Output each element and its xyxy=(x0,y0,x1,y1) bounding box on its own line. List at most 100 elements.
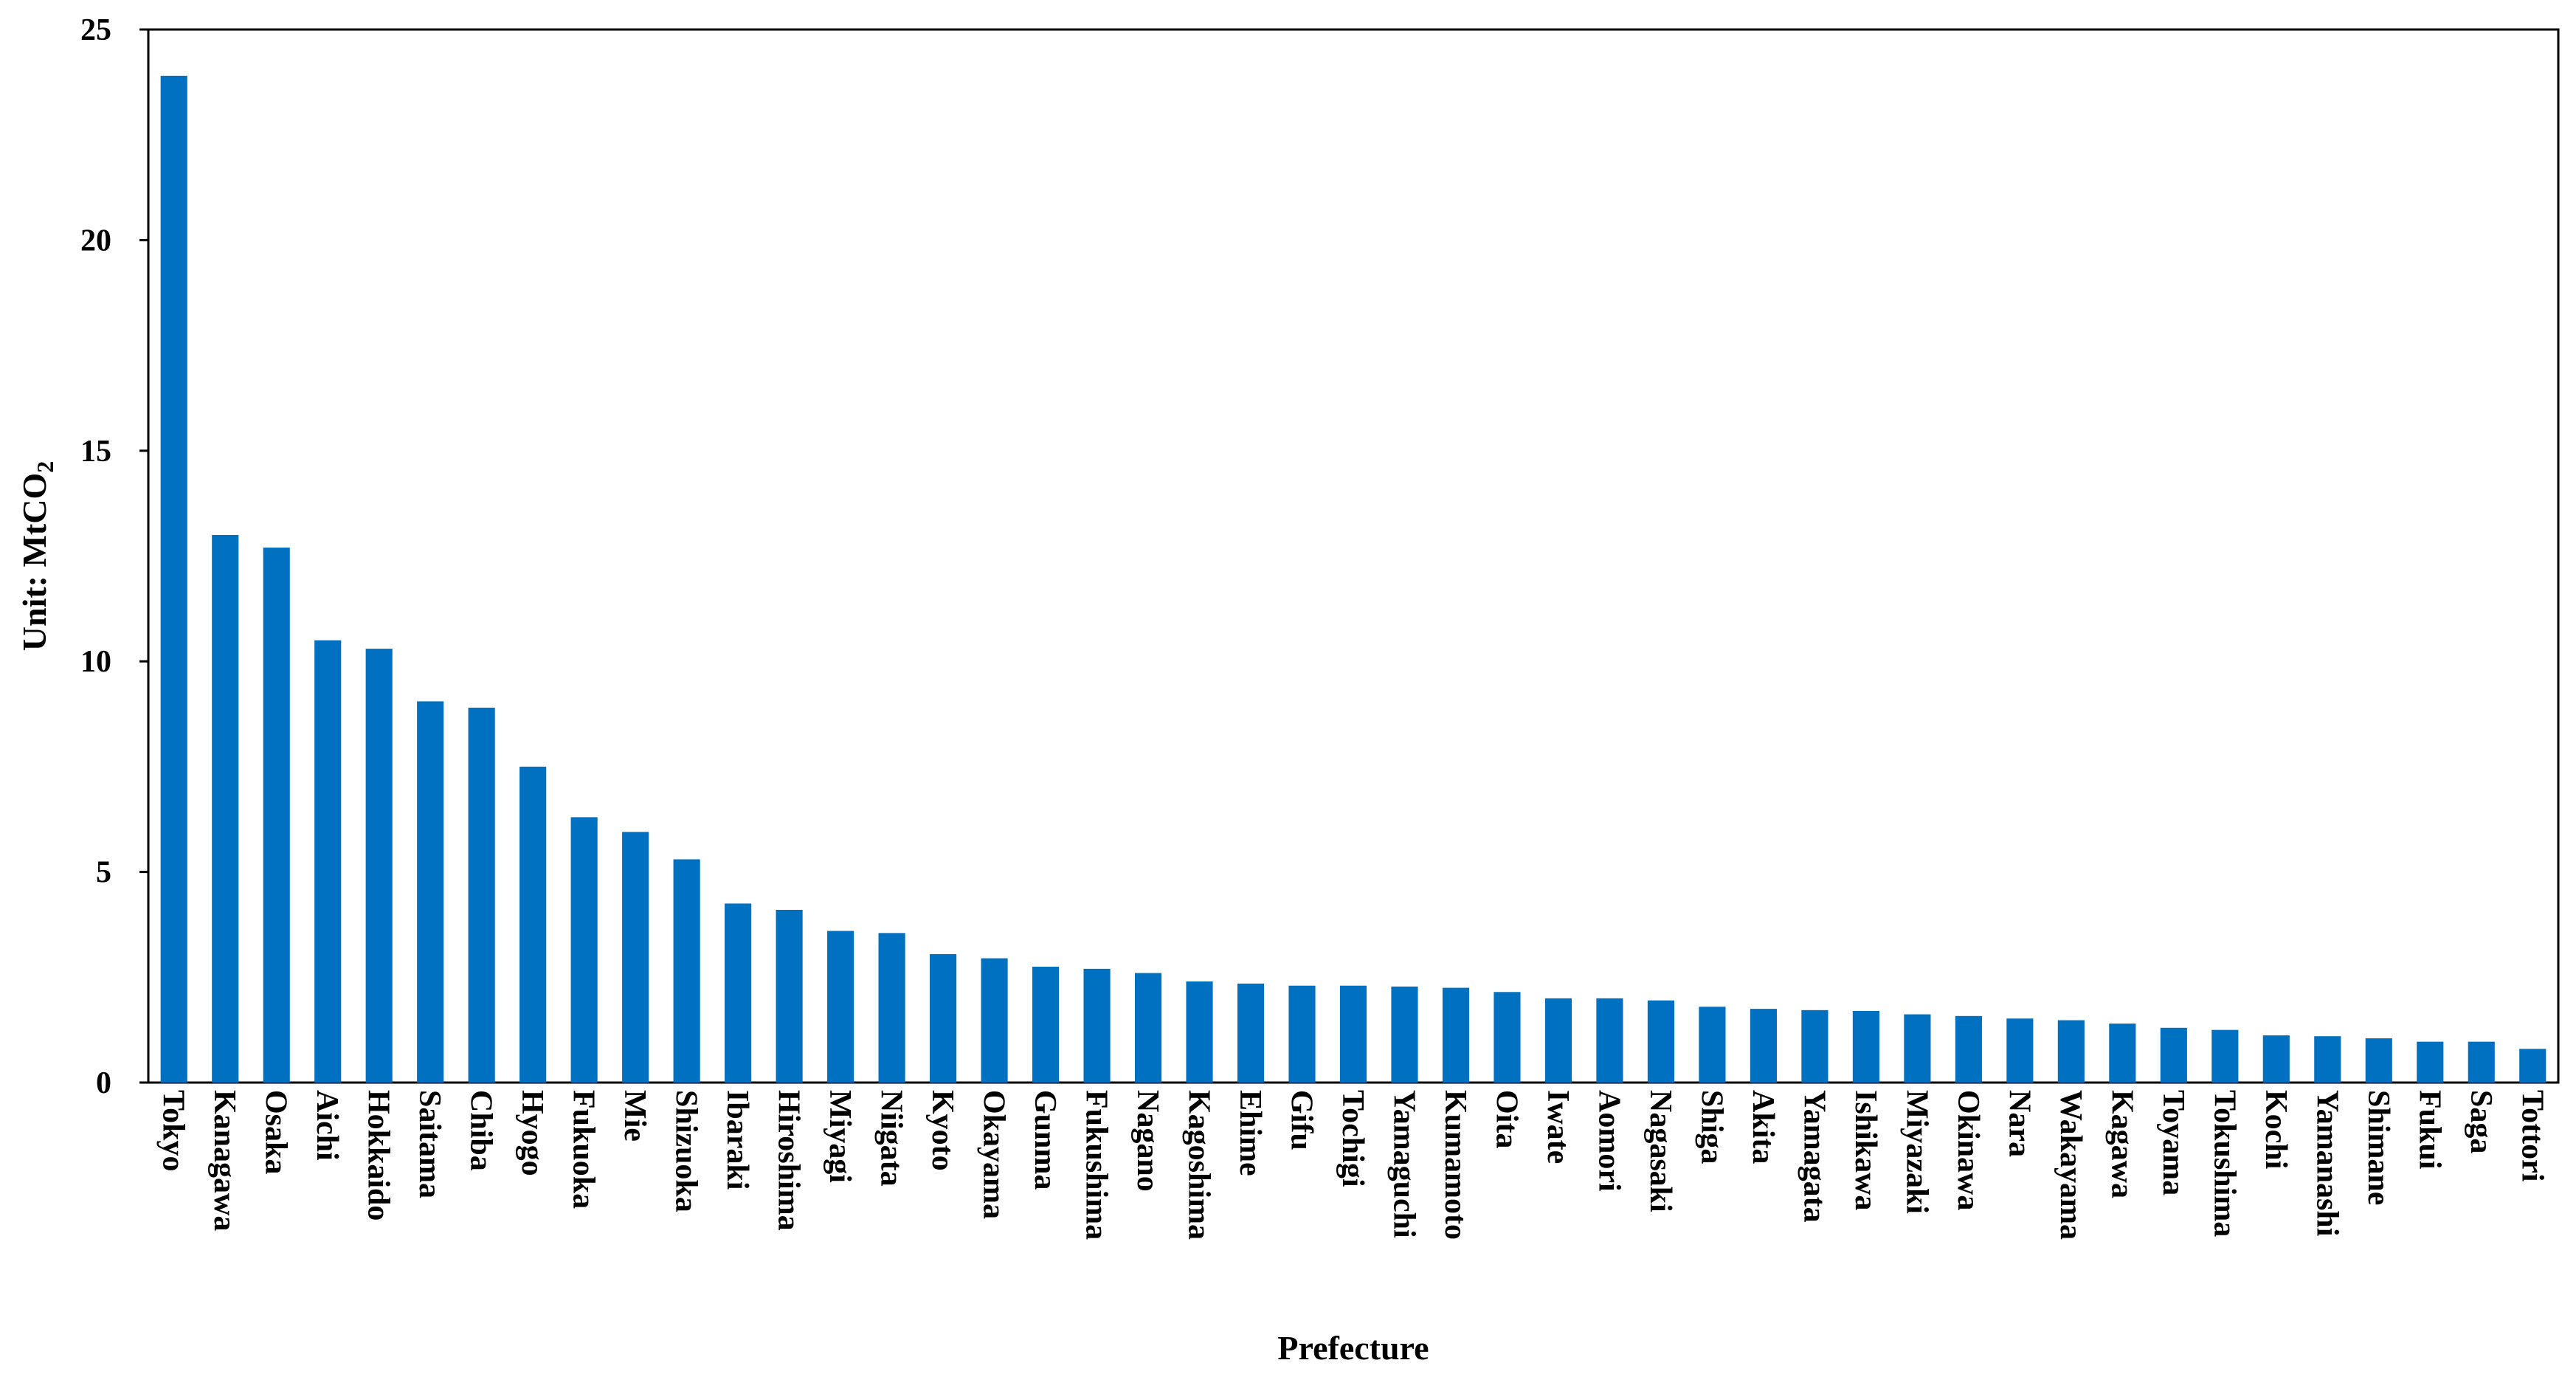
x-tick-label-ibaraki: Ibaraki xyxy=(720,1090,754,1190)
bar-saitama xyxy=(417,701,444,1083)
bar-fukui xyxy=(2417,1041,2444,1083)
x-tick-label-miyazaki: Miyazaki xyxy=(1899,1090,1933,1214)
bar-hiroshima xyxy=(776,909,803,1083)
bar-mie xyxy=(622,832,649,1083)
x-tick-label-kumamoto: Kumamoto xyxy=(1438,1090,1472,1240)
bar-saga xyxy=(2468,1041,2495,1083)
plot-frame xyxy=(147,28,2560,1084)
x-tick-label-yamaguchi: Yamaguchi xyxy=(1387,1090,1420,1238)
bar-okinawa xyxy=(1955,1015,1982,1083)
x-tick-label-fukuoka: Fukuoka xyxy=(567,1090,601,1209)
bar-yamagata xyxy=(1801,1010,1829,1083)
x-tick-label-yamanashi: Yamanashi xyxy=(2310,1090,2344,1237)
y-tick-label: 25 xyxy=(80,13,111,47)
bar-miyazaki xyxy=(1904,1014,1931,1083)
bar-ishikawa xyxy=(1852,1010,1879,1083)
bar-wakayama xyxy=(2057,1020,2085,1083)
y-axis-title-subscript: 2 xyxy=(32,461,58,473)
y-tick-label: 10 xyxy=(80,645,111,679)
x-tick-label-fukui: Fukui xyxy=(2412,1090,2446,1170)
bar-shiga xyxy=(1699,1007,1726,1083)
x-tick-label-niigata: Niigata xyxy=(874,1090,908,1187)
bar-yamaguchi xyxy=(1391,986,1418,1083)
bar-iwate xyxy=(1544,998,1572,1083)
x-tick-label-tottori: Tottori xyxy=(2515,1090,2549,1182)
x-tick-label-aichi: Aichi xyxy=(310,1090,344,1161)
x-tick-label-tokushima: Tokushima xyxy=(2207,1090,2241,1237)
x-tick-label-hiroshima: Hiroshima xyxy=(772,1090,806,1231)
x-tick-label-tochigi: Tochigi xyxy=(1336,1090,1370,1187)
bar-ehime xyxy=(1237,983,1265,1083)
x-tick-label-hyogo: Hyogo xyxy=(515,1090,549,1176)
bar-fukushima xyxy=(1083,968,1111,1083)
bar-shizuoka xyxy=(673,859,700,1083)
x-tick-label-oita: Oita xyxy=(1489,1090,1523,1148)
x-tick-label-saitama: Saitama xyxy=(412,1090,446,1198)
bar-nara xyxy=(2006,1018,2034,1083)
x-tick-label-fukushima: Fukushima xyxy=(1080,1090,1113,1240)
bar-aichi xyxy=(314,640,342,1083)
plot-area xyxy=(147,28,2560,1084)
bar-gunma xyxy=(1032,967,1060,1083)
x-tick-label-shiga: Shiga xyxy=(1694,1090,1728,1164)
y-tick-label: 0 xyxy=(96,1066,111,1100)
x-tick-label-kyoto: Kyoto xyxy=(925,1090,959,1171)
x-tick-label-okayama: Okayama xyxy=(977,1090,1011,1219)
x-tick-label-iwate: Iwate xyxy=(1541,1090,1575,1164)
bar-chiba xyxy=(468,707,495,1083)
bar-shimane xyxy=(2365,1038,2392,1083)
y-tick-label: 15 xyxy=(80,435,111,469)
bar-nagano xyxy=(1134,973,1162,1083)
bar-tokyo xyxy=(160,75,187,1083)
x-tick-label-yamagata: Yamagata xyxy=(1797,1090,1831,1223)
bar-hyogo xyxy=(519,766,547,1083)
bar-hokkaido xyxy=(365,649,393,1083)
bar-oita xyxy=(1494,992,1521,1083)
x-tick-label-nara: Nara xyxy=(2002,1090,2036,1157)
y-tick-label: 20 xyxy=(80,224,111,258)
x-tick-label-shimane: Shimane xyxy=(2361,1090,2395,1205)
x-tick-label-toyama: Toyama xyxy=(2156,1090,2190,1195)
bar-akita xyxy=(1750,1009,1777,1083)
x-tick-label-hokkaido: Hokkaido xyxy=(362,1090,396,1221)
x-tick-label-kochi: Kochi xyxy=(2259,1090,2293,1170)
bar-kagoshima xyxy=(1186,981,1213,1083)
bar-miyagi xyxy=(827,931,854,1083)
x-tick-label-okinawa: Okinawa xyxy=(1951,1090,1985,1210)
x-tick-label-miyagi: Miyagi xyxy=(823,1090,857,1183)
bars xyxy=(160,75,2546,1083)
bar-nagasaki xyxy=(1647,1000,1674,1083)
x-tick-label-shizuoka: Shizuoka xyxy=(669,1090,703,1212)
x-tick-label-chiba: Chiba xyxy=(464,1090,498,1171)
y-tick-label: 5 xyxy=(96,856,111,890)
x-tick-label-nagano: Nagano xyxy=(1130,1090,1164,1192)
bar-tottori xyxy=(2519,1049,2546,1083)
bar-ibaraki xyxy=(725,903,752,1083)
x-tick-label-ehime: Ehime xyxy=(1233,1090,1267,1176)
x-tick-label-kanagawa: Kanagawa xyxy=(207,1090,241,1231)
bar-kochi xyxy=(2262,1035,2290,1083)
x-axis-tick-labels: Tokyo Kanagawa Osaka Aichi Hokkaido Saitama Ch… xyxy=(156,1090,2549,1240)
bar-fukuoka xyxy=(570,817,598,1083)
bar-kagawa xyxy=(2109,1024,2136,1083)
bar-aomori xyxy=(1596,998,1623,1083)
bar-osaka xyxy=(263,548,290,1083)
x-tick-label-gunma: Gunma xyxy=(1028,1090,1062,1190)
bar-kyoto xyxy=(930,953,957,1083)
x-tick-label-akita: Akita xyxy=(1746,1090,1780,1164)
y-axis-title: Unit: MtCO2 xyxy=(15,461,58,651)
bar-okayama xyxy=(981,958,1008,1083)
x-tick-label-gifu: Gifu xyxy=(1285,1090,1319,1150)
y-axis-title-main: Unit: MtCO xyxy=(15,473,53,651)
x-tick-label-mie: Mie xyxy=(618,1090,652,1142)
x-tick-label-saga: Saga xyxy=(2464,1090,2498,1153)
x-tick-label-ishikawa: Ishikawa xyxy=(1848,1090,1882,1210)
bar-toyama xyxy=(2160,1027,2187,1083)
bar-gifu xyxy=(1288,985,1316,1083)
bar-kumamoto xyxy=(1442,987,1470,1083)
x-tick-label-wakayama: Wakayama xyxy=(2054,1090,2088,1240)
bar-yamanashi xyxy=(2314,1036,2341,1083)
x-tick-label-kagoshima: Kagoshima xyxy=(1182,1090,1216,1240)
y-axis-ticks: 0 5 10 15 20 25 xyxy=(80,13,148,1100)
x-tick-label-kagawa: Kagawa xyxy=(2104,1090,2138,1198)
